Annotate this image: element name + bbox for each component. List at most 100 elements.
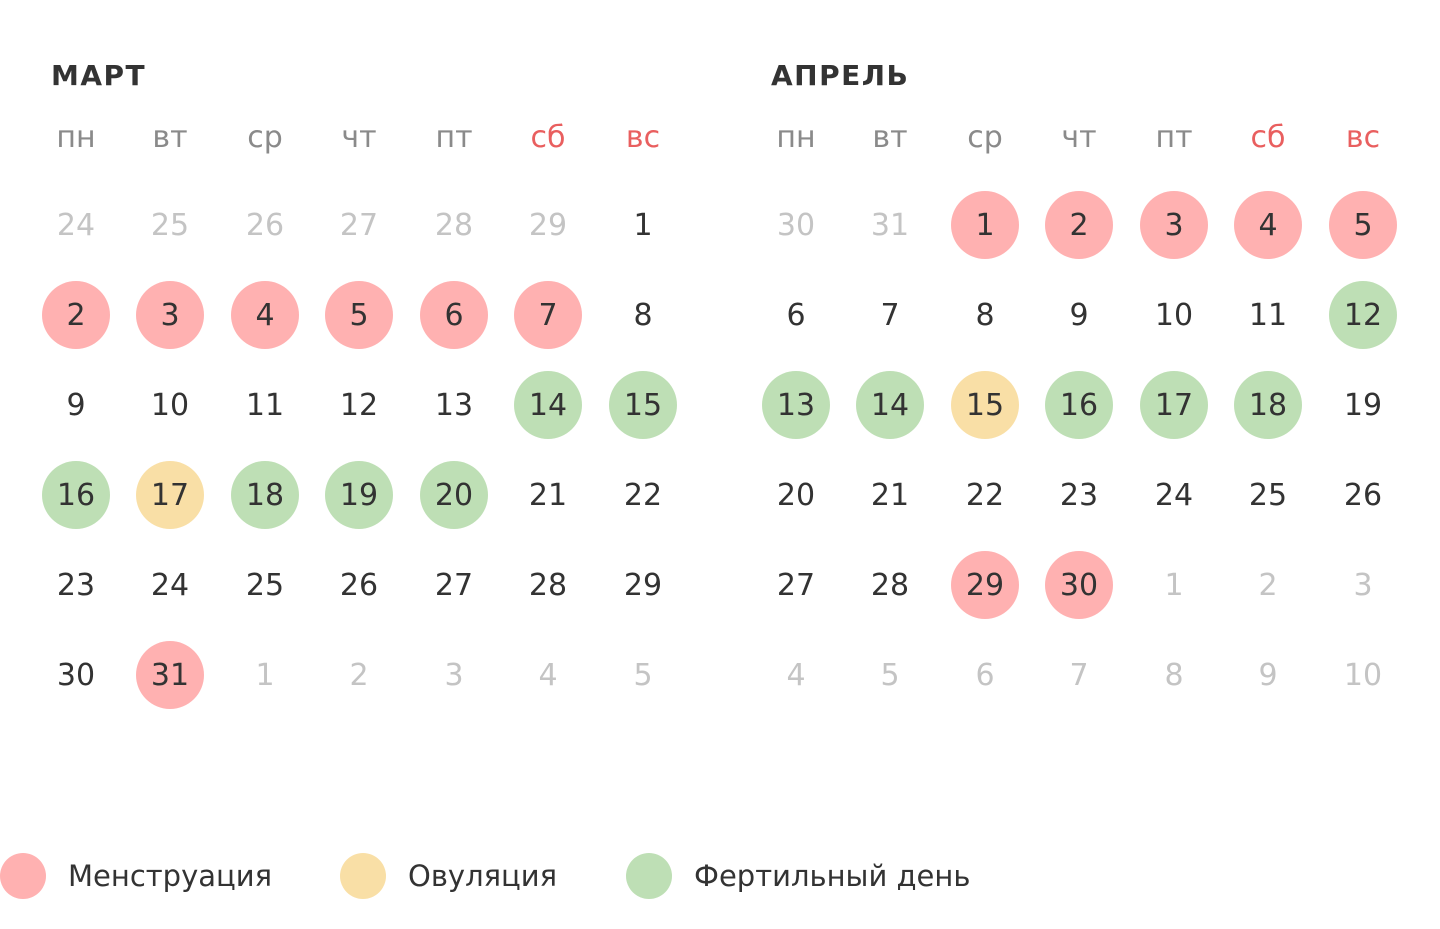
day-cell-menstruation[interactable]: 3	[136, 281, 204, 349]
day-cell-menstruation[interactable]: 3	[1140, 191, 1208, 259]
month-title: МАРТ	[51, 59, 147, 92]
day-cell[interactable]: 7	[880, 297, 900, 333]
day-cell-ovulation[interactable]: 17	[136, 461, 204, 529]
day-cell-fertile[interactable]: 13	[762, 371, 830, 439]
day-cell-fertile[interactable]: 18	[231, 461, 299, 529]
day-cell-muted[interactable]: 25	[150, 207, 190, 243]
day-cell[interactable]: 9	[1069, 297, 1089, 333]
day-cell-muted[interactable]: 4	[538, 657, 558, 693]
day-cell-muted[interactable]: 7	[1069, 657, 1089, 693]
legend-item-menstruation: Менструация	[0, 852, 272, 900]
day-cell[interactable]: 10	[1154, 297, 1194, 333]
day-cell[interactable]: 25	[1248, 477, 1288, 513]
day-cell[interactable]: 25	[245, 567, 285, 603]
day-cell-menstruation[interactable]: 2	[1045, 191, 1113, 259]
day-cell-muted[interactable]: 5	[633, 657, 653, 693]
day-cell[interactable]: 11	[245, 387, 285, 423]
weekday-sat: сб	[530, 120, 566, 155]
day-cell-menstruation[interactable]: 7	[514, 281, 582, 349]
day-cell-fertile[interactable]: 19	[325, 461, 393, 529]
day-cell-muted[interactable]: 28	[434, 207, 474, 243]
weekday-fri: пт	[1155, 120, 1193, 155]
day-cell[interactable]: 24	[1154, 477, 1194, 513]
day-cell[interactable]: 12	[339, 387, 379, 423]
day-cell-muted[interactable]: 10	[1343, 657, 1383, 693]
weekday-header: пн вт ср чт пт сб вс	[28, 118, 708, 158]
day-cell-muted[interactable]: 29	[528, 207, 568, 243]
day-cell[interactable]: 19	[1343, 387, 1383, 423]
day-cell-menstruation[interactable]: 4	[1234, 191, 1302, 259]
day-cell-muted[interactable]: 2	[1258, 567, 1278, 603]
legend-item-fertile: Фертильный день	[626, 852, 970, 900]
day-cell-muted[interactable]: 30	[776, 207, 816, 243]
day-cell-muted[interactable]: 8	[1164, 657, 1184, 693]
day-cell[interactable]: 28	[870, 567, 910, 603]
day-cell-muted[interactable]: 3	[444, 657, 464, 693]
day-cell-menstruation[interactable]: 6	[420, 281, 488, 349]
day-cell-muted[interactable]: 6	[975, 657, 995, 693]
day-cell-fertile[interactable]: 20	[420, 461, 488, 529]
day-cell-fertile[interactable]: 16	[1045, 371, 1113, 439]
day-cell[interactable]: 11	[1248, 297, 1288, 333]
ovulation-dot-icon	[340, 853, 386, 899]
day-cell[interactable]: 6	[786, 297, 806, 333]
weekday-mon: пн	[56, 120, 96, 155]
day-cell-menstruation[interactable]: 1	[951, 191, 1019, 259]
day-cell[interactable]: 24	[150, 567, 190, 603]
legend-label: Овуляция	[408, 859, 558, 893]
calendar-grid: 24 25 26 27 28 29 1 2 3 4 5 6 7 8 9 10 11 12 13 14 15 16 17 18 1…	[28, 0, 708, 720]
day-cell[interactable]: 23	[56, 567, 96, 603]
legend: Менструация Овуляция Фертильный день	[0, 852, 1100, 900]
day-cell-muted[interactable]: 1	[255, 657, 275, 693]
day-cell[interactable]: 27	[434, 567, 474, 603]
day-cell[interactable]: 8	[633, 297, 653, 333]
day-cell[interactable]: 30	[56, 657, 96, 693]
day-cell[interactable]: 13	[434, 387, 474, 423]
day-cell[interactable]: 26	[1343, 477, 1383, 513]
day-cell-fertile[interactable]: 16	[42, 461, 110, 529]
calendar-grid: 30 31 1 2 3 4 5 6 7 8 9 10 11 12 13 14 15 16 17 18 19 20 21 22 2…	[748, 0, 1428, 720]
day-cell-muted[interactable]: 1	[1164, 567, 1184, 603]
day-cell-fertile[interactable]: 14	[856, 371, 924, 439]
day-cell[interactable]: 21	[870, 477, 910, 513]
day-cell-menstruation[interactable]: 5	[325, 281, 393, 349]
day-cell-muted[interactable]: 3	[1353, 567, 1373, 603]
day-cell-menstruation[interactable]: 5	[1329, 191, 1397, 259]
day-cell-fertile[interactable]: 15	[609, 371, 677, 439]
day-cell[interactable]: 22	[623, 477, 663, 513]
day-cell-muted[interactable]: 4	[786, 657, 806, 693]
weekday-wed: ср	[967, 120, 1003, 155]
day-cell[interactable]: 1	[633, 207, 653, 243]
day-cell-muted[interactable]: 2	[349, 657, 369, 693]
day-cell[interactable]: 28	[528, 567, 568, 603]
day-cell-menstruation[interactable]: 4	[231, 281, 299, 349]
day-cell-fertile[interactable]: 18	[1234, 371, 1302, 439]
day-cell-muted[interactable]: 9	[1258, 657, 1278, 693]
day-cell[interactable]: 20	[776, 477, 816, 513]
day-cell-muted[interactable]: 26	[245, 207, 285, 243]
weekday-thu: чт	[341, 120, 377, 155]
day-cell-fertile[interactable]: 14	[514, 371, 582, 439]
day-cell-muted[interactable]: 24	[56, 207, 96, 243]
day-cell-muted[interactable]: 27	[339, 207, 379, 243]
day-cell-muted[interactable]: 5	[880, 657, 900, 693]
day-cell-menstruation[interactable]: 29	[951, 551, 1019, 619]
day-cell[interactable]: 26	[339, 567, 379, 603]
day-cell-ovulation[interactable]: 15	[951, 371, 1019, 439]
weekday-sun: вс	[625, 120, 661, 155]
day-cell[interactable]: 9	[66, 387, 86, 423]
day-cell[interactable]: 27	[776, 567, 816, 603]
day-cell-muted[interactable]: 31	[870, 207, 910, 243]
day-cell-menstruation[interactable]: 31	[136, 641, 204, 709]
day-cell[interactable]: 10	[150, 387, 190, 423]
day-cell-menstruation[interactable]: 30	[1045, 551, 1113, 619]
day-cell-fertile[interactable]: 17	[1140, 371, 1208, 439]
day-cell-menstruation[interactable]: 2	[42, 281, 110, 349]
day-cell[interactable]: 22	[965, 477, 1005, 513]
day-cell[interactable]: 23	[1059, 477, 1099, 513]
day-cell-fertile[interactable]: 12	[1329, 281, 1397, 349]
day-cell[interactable]: 21	[528, 477, 568, 513]
day-cell[interactable]: 29	[623, 567, 663, 603]
day-cell[interactable]: 8	[975, 297, 995, 333]
weekday-sun: вс	[1345, 120, 1381, 155]
